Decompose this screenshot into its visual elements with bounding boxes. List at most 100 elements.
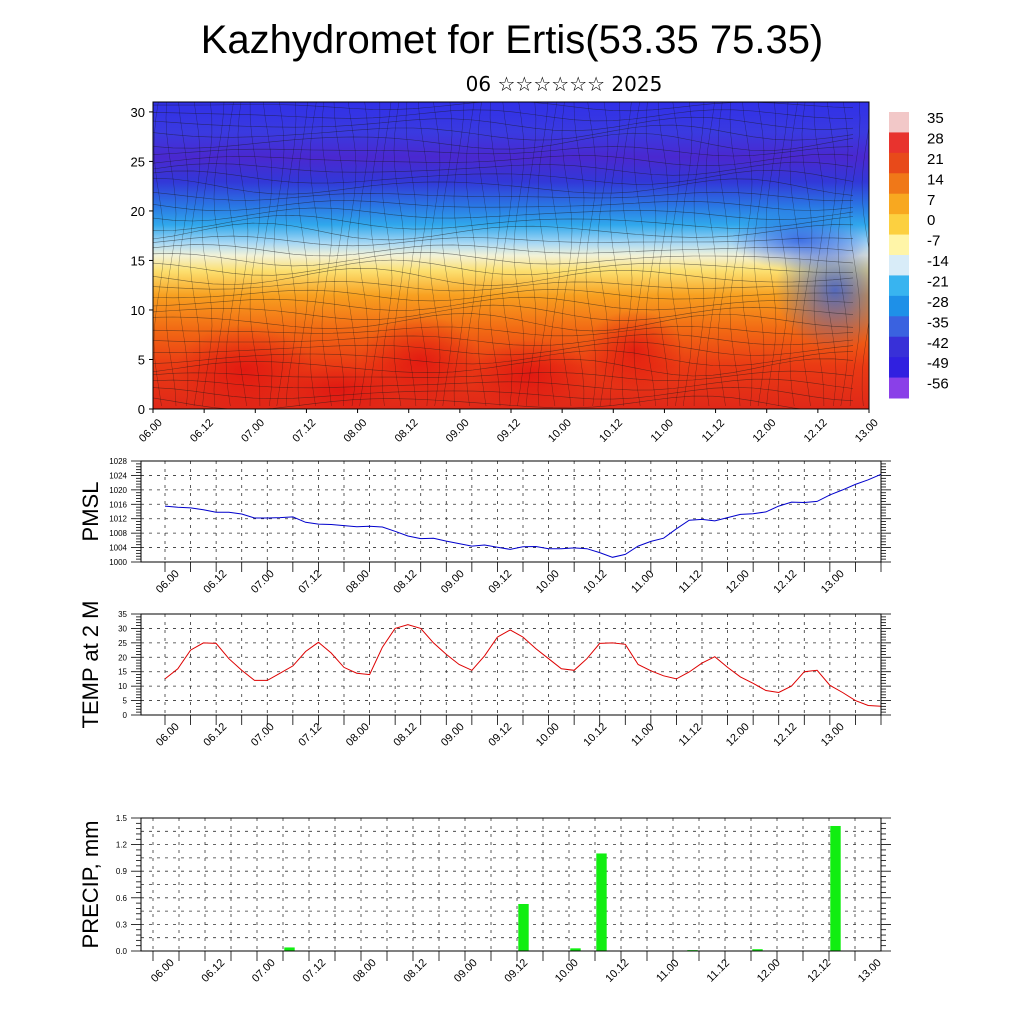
y-tick-label: 20: [131, 204, 145, 219]
y-tick-label: 10: [131, 303, 145, 318]
colorbar-label: 0: [927, 212, 935, 229]
streamline: [153, 326, 854, 337]
streamline: [153, 350, 854, 367]
wind-streamlines: [153, 102, 854, 409]
x-tick-label: 07.00: [249, 721, 277, 749]
colorbar-band: [889, 275, 909, 297]
barb-line: [393, 102, 405, 407]
barb-line: [741, 102, 753, 407]
barb-line: [777, 102, 789, 407]
y-tick-label: 1000: [109, 558, 127, 567]
warm-anomaly: [175, 325, 315, 409]
streamline: [153, 235, 854, 247]
streamline: [153, 244, 854, 257]
barb-line: [753, 102, 765, 407]
barb-line: [657, 102, 669, 407]
streamline: [153, 288, 853, 302]
streamline: [153, 207, 854, 222]
colorbar-band: [889, 336, 909, 358]
barb-line: [537, 102, 549, 407]
x-tick-label: 10.00: [534, 568, 562, 596]
x-tick-label: 08.00: [351, 957, 379, 985]
colorbar-label: 35: [927, 110, 944, 127]
x-tick-label: 06.00: [154, 568, 182, 596]
wind-barbs: [153, 102, 869, 407]
barb-line: [561, 102, 573, 407]
barb-line: [693, 102, 705, 407]
barb-line: [201, 102, 213, 407]
barb-line: [237, 102, 249, 407]
chart-title: Kazhydromet for Ertis(53.35 75.35): [200, 18, 824, 62]
colorbar-label: -56: [927, 376, 949, 393]
barb-line: [369, 102, 381, 407]
chart-subtitle: 06 ☆☆☆☆☆☆ 2025: [465, 72, 663, 96]
streamline: [153, 378, 854, 391]
barb-line: [429, 102, 441, 407]
y-tick-label: 20: [118, 653, 127, 662]
y-tick-label: 0.0: [116, 947, 128, 956]
barb-line: [585, 102, 597, 407]
x-tick-label: 12.12: [802, 417, 830, 445]
colorbar-label: -49: [927, 355, 949, 372]
x-tick-label: 07.00: [250, 957, 278, 985]
x-tick-label: 08.00: [341, 417, 369, 445]
x-tick-label: 13.00: [856, 957, 884, 985]
streamline: [153, 267, 854, 286]
streamline: [153, 386, 854, 402]
x-tick-label: 09.12: [495, 417, 523, 445]
barb-line: [849, 102, 861, 407]
streamline: [153, 370, 854, 382]
y-tick-label: 5: [123, 697, 128, 706]
colorbar-label: 7: [927, 192, 935, 209]
colorbar-label: -14: [927, 253, 949, 270]
x-tick-label: 06.12: [201, 721, 229, 749]
y-tick-label: 30: [131, 105, 145, 120]
barb-line: [669, 102, 681, 407]
x-tick-label: 11.00: [629, 721, 656, 748]
barb-line: [405, 102, 417, 407]
y-tick-label: 1012: [109, 515, 127, 524]
field-features: [153, 102, 869, 409]
x-tick-label: 08.00: [344, 721, 372, 749]
x-tick-label: 10.00: [553, 957, 581, 985]
panel-grid: [141, 817, 882, 952]
x-tick-label: 06.12: [188, 417, 216, 445]
colorbar-label: -35: [927, 314, 949, 331]
colorbar-band: [889, 214, 909, 236]
x-tick-label: 06.12: [199, 957, 227, 985]
x-tick-label: 10.12: [597, 417, 625, 445]
colorbar-label: -21: [927, 274, 949, 291]
barb-line: [597, 102, 609, 407]
y-tick-label: 25: [131, 154, 145, 169]
series-line: [164, 473, 882, 558]
y-tick-label: 35: [118, 610, 127, 619]
panel-ticks: [131, 817, 891, 961]
colorbar-band: [889, 316, 909, 338]
x-tick-label: 09.00: [444, 417, 472, 445]
precip-bar: [830, 825, 841, 951]
x-tick-label: 08.12: [391, 568, 419, 596]
barb-line: [381, 102, 393, 407]
barb-line: [681, 102, 693, 407]
precip-bar: [570, 948, 581, 951]
y-tick-label: 15: [131, 253, 145, 268]
x-tick-label: 09.12: [486, 568, 514, 596]
streamline: [153, 313, 854, 332]
panel-grid: [141, 613, 882, 716]
x-tick-label: 12.12: [771, 568, 799, 596]
x-tick-label: 10.00: [534, 721, 562, 749]
y-tick-label: 1004: [109, 544, 127, 553]
colorbar-band: [889, 112, 909, 133]
colorbar-label: 21: [927, 151, 944, 168]
panel-frame: [140, 817, 882, 952]
barb-line: [309, 102, 321, 407]
barb-line: [609, 102, 621, 407]
x-tick-label: 13.00: [819, 568, 847, 596]
colorbar-band: [889, 234, 909, 256]
colorbar-label: 28: [927, 131, 944, 148]
panel-frame: [140, 460, 882, 563]
streamline: [153, 296, 854, 311]
barb-line: [261, 102, 273, 407]
barb-line: [165, 102, 177, 407]
